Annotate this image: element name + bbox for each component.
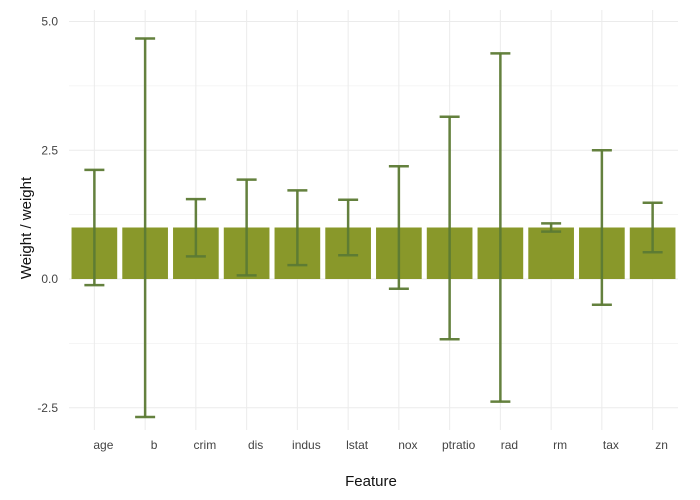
error-bar-nox	[388, 164, 409, 291]
x-tick-label-tax: tax	[603, 438, 619, 452]
grid-lines	[69, 10, 678, 430]
y-axis-title: Weight / weight	[18, 176, 35, 279]
error-bar-lstat	[338, 198, 359, 257]
x-axis-title: Feature	[345, 473, 397, 490]
y-tick-label: -2.5	[37, 401, 58, 415]
x-tick-label-crim: crim	[194, 438, 217, 452]
y-tick-label: 5.0	[41, 15, 58, 29]
y-tick-label: 0.0	[41, 272, 58, 286]
bars	[71, 227, 676, 279]
error-bar-zn	[642, 201, 663, 254]
error-bar-dis	[236, 178, 257, 277]
y-tick-label: 2.5	[41, 143, 58, 157]
error-bar-tax	[591, 149, 612, 306]
error-bar-b	[135, 37, 156, 419]
x-tick-labels: age b crim dis indus lstat nox ptratio rad rm tax z…	[93, 438, 668, 452]
x-tick-label-lstat: lstat	[346, 438, 369, 452]
x-tick-label-zn: zn	[655, 438, 668, 452]
error-bar-rad	[490, 52, 511, 403]
error-bar-indus	[287, 189, 308, 267]
x-tick-label-dis: dis	[248, 438, 263, 452]
x-tick-label-ptratio: ptratio	[442, 438, 476, 452]
y-tick-labels: 5.0 2.5 0.0 -2.5	[37, 15, 58, 415]
error-bar-age	[84, 168, 105, 287]
x-tick-label-rad: rad	[501, 438, 518, 452]
bar-rm	[528, 227, 574, 279]
x-tick-label-rm: rm	[553, 438, 567, 452]
error-bar-crim	[185, 197, 206, 258]
error-bar-rm	[541, 222, 562, 233]
x-tick-label-nox: nox	[398, 438, 417, 452]
x-tick-label-indus: indus	[292, 438, 321, 452]
x-tick-label-age: age	[93, 438, 113, 452]
x-tick-label-b: b	[151, 438, 158, 452]
error-bars	[84, 37, 663, 419]
error-bar-ptratio	[439, 115, 460, 341]
